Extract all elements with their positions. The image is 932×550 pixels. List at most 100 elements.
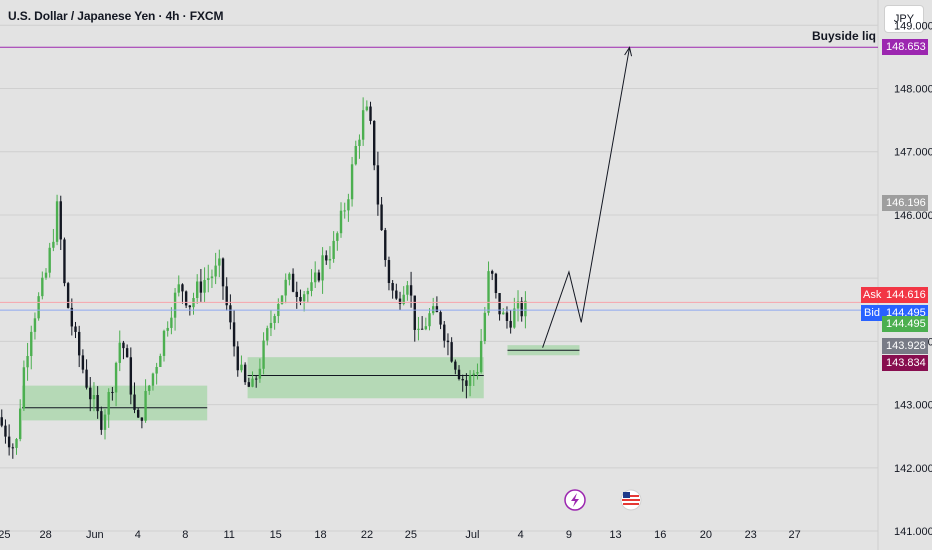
candle-body	[37, 296, 40, 319]
x-tick-label: 22	[361, 529, 373, 541]
x-tick-label: 8	[182, 529, 188, 541]
candle-body	[406, 285, 409, 295]
candle-body	[479, 340, 483, 373]
candle-body	[22, 367, 26, 409]
candle-body	[387, 260, 391, 284]
candle-body	[446, 340, 450, 343]
candle-body	[468, 375, 472, 386]
candle-body	[188, 305, 192, 308]
candle-body	[133, 394, 136, 410]
candle-body	[402, 294, 405, 305]
projection-arrowhead	[624, 46, 633, 57]
candle-body	[291, 273, 295, 292]
candle-body	[380, 204, 383, 231]
candle-body	[107, 391, 110, 415]
candle-body	[424, 326, 428, 330]
candle-body	[240, 364, 243, 371]
x-tick-label: 4	[135, 529, 141, 541]
candle-body	[144, 390, 147, 421]
candle-body	[325, 255, 328, 261]
candle-body	[199, 281, 203, 293]
candle-body	[181, 284, 184, 292]
projection-path	[542, 47, 631, 348]
candle-body	[339, 210, 343, 234]
candle-body	[210, 276, 214, 279]
y-tick-label: 143.000	[894, 400, 932, 412]
candle-body	[207, 278, 210, 280]
candle-body	[247, 382, 251, 387]
candle-body	[483, 312, 487, 341]
candle-body	[505, 312, 509, 321]
candle-body	[306, 290, 310, 295]
candle-body	[520, 301, 523, 317]
x-tick-label: 25	[405, 529, 417, 541]
x-tick-label: 20	[700, 529, 712, 541]
candle-body	[15, 439, 18, 448]
candle-body	[365, 106, 369, 111]
ask-price-label-tag: Ask	[861, 286, 883, 303]
candle-body	[111, 391, 114, 393]
y-tick-label: 146.000	[894, 210, 932, 222]
candle-body	[516, 301, 520, 309]
candle-body	[162, 330, 166, 356]
y-tick-label: 148.000	[894, 84, 932, 96]
candle-body	[321, 255, 324, 281]
x-tick-label: Jun	[86, 529, 104, 541]
candle-body	[295, 291, 298, 298]
candle-body	[63, 239, 66, 284]
x-tick-label: 9	[566, 529, 572, 541]
candle-body	[439, 312, 442, 325]
candle-body	[225, 286, 228, 306]
x-tick-label: Jul	[465, 529, 479, 541]
candle-body	[509, 320, 512, 328]
candle-body	[0, 417, 3, 426]
candle-body	[4, 425, 7, 437]
x-tick-label: 13	[609, 529, 621, 541]
candle-body	[255, 378, 258, 380]
x-tick-label: 15	[270, 529, 282, 541]
x-tick-label: 25	[0, 529, 11, 541]
candle-body	[476, 372, 479, 374]
candle-body	[376, 165, 380, 205]
candle-body	[354, 145, 357, 165]
candle-body	[70, 307, 74, 327]
candle-body	[66, 283, 70, 308]
candle-body	[328, 258, 332, 261]
candle-body	[262, 340, 265, 369]
candle-body	[100, 411, 103, 430]
candle-body	[302, 294, 306, 302]
last-price-label: 144.495	[882, 315, 928, 332]
candle-body	[465, 380, 468, 386]
candle-body	[299, 297, 302, 302]
currency-button[interactable]: JPY	[884, 5, 924, 33]
candle-body	[85, 369, 88, 388]
candle-body	[273, 316, 276, 323]
candle-body	[129, 357, 133, 395]
candle-body	[166, 327, 169, 331]
y-tick-label: 147.000	[894, 147, 932, 159]
candle-body	[170, 317, 173, 328]
candle-body	[487, 271, 490, 313]
candle-body	[103, 414, 107, 430]
candle-body	[336, 233, 339, 241]
candle-body	[420, 328, 424, 330]
candle-body	[361, 110, 365, 140]
candle-body	[140, 417, 144, 421]
candle-body	[159, 355, 162, 367]
candle-body	[491, 271, 494, 274]
zone-price-label: 143.834	[882, 355, 928, 372]
y-tick-label: 149.000	[894, 20, 932, 32]
candle-body	[251, 378, 254, 387]
candle-body	[266, 328, 269, 341]
candle-body	[343, 210, 346, 212]
level-price-label: 143.928	[882, 337, 928, 354]
ask-price-label: 144.616	[882, 286, 928, 303]
demand-zone	[21, 385, 208, 421]
candle-body	[391, 283, 394, 291]
candle-body	[155, 366, 158, 374]
candle-body	[136, 409, 140, 418]
candle-body	[11, 447, 15, 449]
candle-body	[236, 346, 239, 371]
candle-body	[41, 277, 44, 297]
